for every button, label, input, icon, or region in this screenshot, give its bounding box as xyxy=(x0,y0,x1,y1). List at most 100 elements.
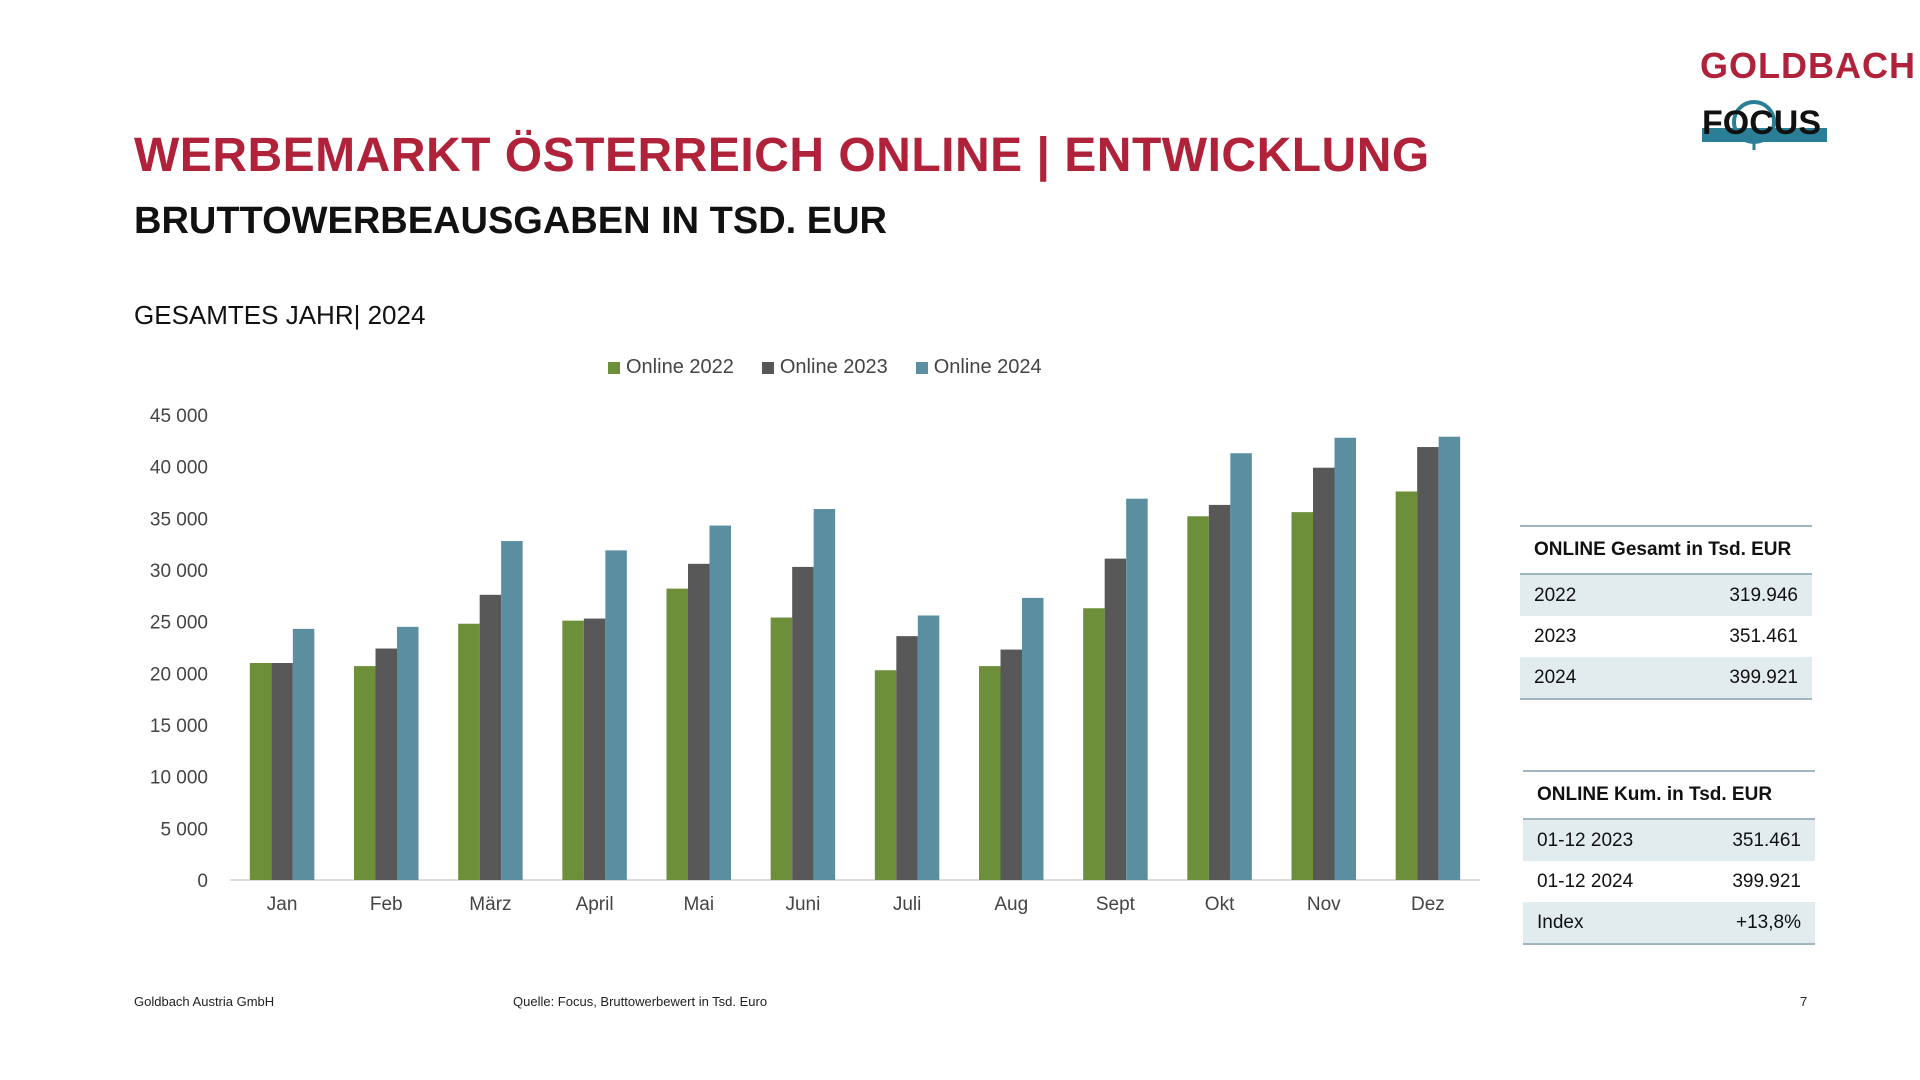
legend-item-2024: Online 2024 xyxy=(916,356,1042,379)
row-label: 2022 xyxy=(1534,585,1576,607)
row-label: 2023 xyxy=(1534,626,1576,648)
bar xyxy=(605,550,627,880)
table-row: 2024 399.921 xyxy=(1520,657,1812,700)
y-tick-label: 0 xyxy=(197,871,208,892)
bar xyxy=(710,526,732,880)
x-tick-label: Feb xyxy=(370,894,403,915)
bar xyxy=(1439,437,1461,880)
table-header: ONLINE Gesamt in Tsd. EUR xyxy=(1520,525,1812,575)
chart-legend: Online 2022 Online 2023 Online 2024 xyxy=(608,356,1042,379)
x-tick-label: Nov xyxy=(1307,894,1341,915)
x-tick-label: Jan xyxy=(267,894,298,915)
bar-chart: 0 5 000 10 000 15 000 20 000 25 000 30 000 35 0… xyxy=(130,395,1510,935)
x-tick-label: Okt xyxy=(1205,894,1235,915)
table-row: 2023 351.461 xyxy=(1520,616,1812,657)
x-tick-label: Dez xyxy=(1411,894,1445,915)
bar xyxy=(354,666,376,880)
bar xyxy=(1126,499,1148,880)
bar xyxy=(1083,608,1105,880)
page-subtitle: BRUTTOWERBEAUSGABEN IN TSD. EUR xyxy=(134,200,887,243)
y-tick-label: 10 000 xyxy=(150,768,208,789)
bar xyxy=(1022,598,1044,880)
table-online-kum: ONLINE Kum. in Tsd. EUR 01-12 2023 351.4… xyxy=(1523,770,1815,945)
bar xyxy=(458,624,480,880)
bar xyxy=(667,589,689,880)
logo-brand-text: GOLDBACH xyxy=(1700,45,1916,87)
x-tick-label: Sept xyxy=(1096,894,1136,915)
y-tick-label: 45 000 xyxy=(150,406,208,427)
table-header: ONLINE Kum. in Tsd. EUR xyxy=(1523,770,1815,820)
row-label: 01-12 2024 xyxy=(1537,871,1633,893)
x-tick-label: Mai xyxy=(683,894,714,915)
y-tick-label: 20 000 xyxy=(150,664,208,685)
bar xyxy=(562,621,584,880)
bar xyxy=(792,567,814,880)
y-tick-label: 25 000 xyxy=(150,613,208,634)
y-tick-label: 35 000 xyxy=(150,509,208,530)
legend-label-2023: Online 2023 xyxy=(780,356,888,379)
legend-item-2023: Online 2023 xyxy=(762,356,888,379)
y-tick-label: 5 000 xyxy=(160,819,208,840)
legend-swatch-2023 xyxy=(762,362,774,374)
footer-company: Goldbach Austria GmbH xyxy=(134,994,274,1009)
row-value: 399.921 xyxy=(1729,667,1798,689)
bar xyxy=(271,663,293,880)
bar xyxy=(397,627,419,880)
bar xyxy=(1001,650,1023,880)
y-tick-label: 15 000 xyxy=(150,716,208,737)
bar xyxy=(1396,491,1418,880)
bar xyxy=(1187,516,1209,880)
y-tick-label: 40 000 xyxy=(150,458,208,479)
x-tick-label: April xyxy=(576,894,614,915)
bar xyxy=(1335,438,1357,880)
bar xyxy=(1417,447,1439,880)
table-row: Index +13,8% xyxy=(1523,902,1815,945)
legend-swatch-2024 xyxy=(916,362,928,374)
page-number: 7 xyxy=(1800,994,1807,1009)
row-value: +13,8% xyxy=(1736,912,1801,934)
legend-swatch-2022 xyxy=(608,362,620,374)
x-tick-label: März xyxy=(469,894,511,915)
bar xyxy=(1105,559,1127,880)
table-row: 01-12 2023 351.461 xyxy=(1523,820,1815,861)
bar xyxy=(771,618,793,880)
legend-label-2022: Online 2022 xyxy=(626,356,734,379)
footer-source: Quelle: Focus, Bruttowerbewert in Tsd. E… xyxy=(513,994,767,1009)
bar xyxy=(896,636,918,880)
bar xyxy=(250,663,272,880)
bar xyxy=(1230,453,1252,880)
row-value: 351.461 xyxy=(1732,830,1801,852)
row-value: 399.921 xyxy=(1732,871,1801,893)
bar xyxy=(814,509,836,880)
legend-item-2022: Online 2022 xyxy=(608,356,734,379)
x-tick-label: Juni xyxy=(785,894,820,915)
bar xyxy=(584,619,606,880)
row-label: Index xyxy=(1537,912,1583,934)
row-value: 319.946 xyxy=(1729,585,1798,607)
bar xyxy=(376,649,398,880)
bar xyxy=(1292,512,1314,880)
x-tick-label: Aug xyxy=(994,894,1028,915)
page-title: WERBEMARKT ÖSTERREICH ONLINE | ENTWICKLU… xyxy=(134,128,1430,183)
goldbach-focus-logo: GOLDBACH FOCUS xyxy=(1700,45,1890,160)
table-online-gesamt: ONLINE Gesamt in Tsd. EUR 2022 319.946 2… xyxy=(1520,525,1812,700)
row-label: 2024 xyxy=(1534,667,1576,689)
section-label: GESAMTES JAHR| 2024 xyxy=(134,300,425,331)
bar xyxy=(293,629,315,880)
x-tick-label: Juli xyxy=(893,894,922,915)
bar xyxy=(1209,505,1231,880)
bar xyxy=(979,666,1001,880)
bar xyxy=(688,564,710,880)
bar xyxy=(501,541,522,880)
bar xyxy=(918,615,940,880)
bar xyxy=(875,670,897,880)
row-value: 351.461 xyxy=(1729,626,1798,648)
bar xyxy=(1313,468,1335,880)
legend-label-2024: Online 2024 xyxy=(934,356,1042,379)
bar xyxy=(480,595,502,880)
y-tick-label: 30 000 xyxy=(150,561,208,582)
logo-product-text: FOCUS xyxy=(1702,104,1821,142)
row-label: 01-12 2023 xyxy=(1537,830,1633,852)
table-row: 01-12 2024 399.921 xyxy=(1523,861,1815,902)
table-row: 2022 319.946 xyxy=(1520,575,1812,616)
